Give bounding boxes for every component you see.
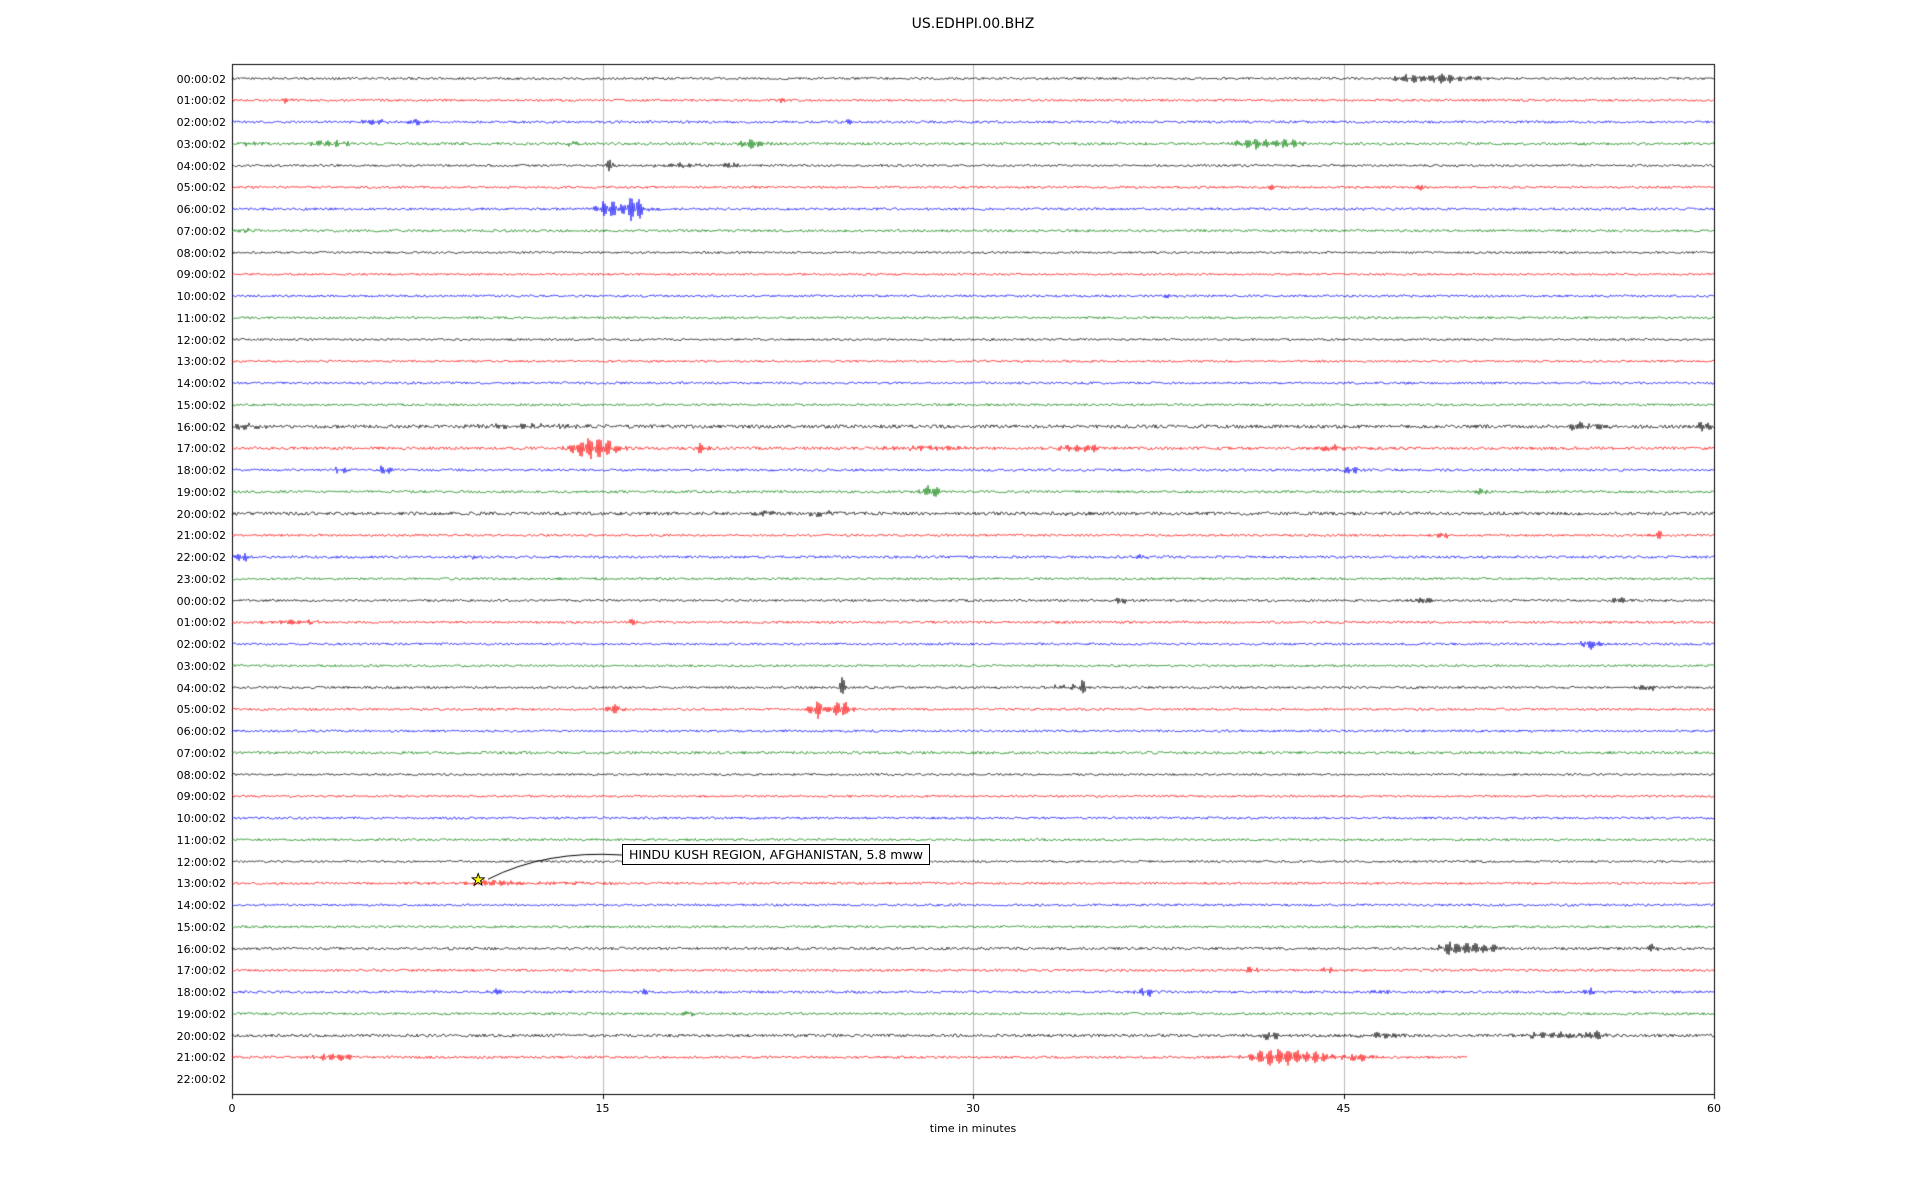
x-tick-label: 0 [228, 1102, 236, 1115]
row-label: 06:00:02 [176, 725, 226, 738]
row-label: 04:00:02 [176, 159, 226, 173]
row-label: 20:00:02 [176, 507, 226, 521]
event-annotation: HINDU KUSH REGION, AFGHANISTAN, 5.8 mww [622, 844, 930, 865]
row-label: 21:00:02 [176, 529, 226, 543]
row-label: 04:00:02 [176, 681, 226, 695]
row-label: 23:00:02 [176, 572, 226, 586]
row-label: 16:00:02 [176, 420, 226, 434]
row-label: 02:00:02 [176, 116, 226, 129]
row-label: 01:00:02 [176, 94, 226, 108]
row-label: 22:00:02 [176, 551, 226, 564]
row-label: 01:00:02 [176, 616, 226, 630]
row-label: 15:00:02 [176, 398, 226, 412]
row-label: 19:00:02 [176, 485, 226, 499]
x-tick-label: 60 [1707, 1102, 1721, 1115]
row-label: 18:00:02 [176, 464, 226, 477]
row-label: 20:00:02 [176, 1029, 226, 1043]
row-label: 11:00:02 [176, 833, 226, 847]
row-label: 07:00:02 [176, 746, 226, 760]
row-label: 21:00:02 [176, 1051, 226, 1065]
row-label: 13:00:02 [176, 877, 226, 891]
row-label: 17:00:02 [176, 442, 226, 456]
row-label: 00:00:02 [176, 594, 226, 608]
row-label: 09:00:02 [176, 268, 226, 282]
x-tick-label: 15 [595, 1102, 610, 1115]
row-label: 03:00:02 [176, 137, 226, 151]
row-label: 07:00:02 [176, 224, 226, 238]
row-label: 00:00:02 [176, 72, 226, 86]
row-label: 14:00:02 [176, 377, 226, 390]
row-label: 22:00:02 [176, 1073, 226, 1086]
row-label: 10:00:02 [176, 290, 226, 303]
row-label: 03:00:02 [176, 659, 226, 673]
event-star-marker: ★ [471, 870, 486, 890]
row-label: 13:00:02 [176, 355, 226, 369]
row-label: 08:00:02 [176, 768, 226, 782]
row-label: 12:00:02 [176, 333, 226, 347]
row-label: 08:00:02 [176, 246, 226, 260]
row-label: 06:00:02 [176, 203, 226, 216]
row-label: 18:00:02 [176, 986, 226, 999]
row-label: 11:00:02 [176, 311, 226, 325]
row-label: 12:00:02 [176, 855, 226, 869]
row-label: 15:00:02 [176, 920, 226, 934]
row-label: 14:00:02 [176, 899, 226, 912]
x-tick-label: 45 [1336, 1102, 1351, 1115]
row-label: 05:00:02 [176, 703, 226, 717]
row-label: 19:00:02 [176, 1007, 226, 1021]
x-axis-label: time in minutes [929, 1122, 1017, 1135]
row-label: 10:00:02 [176, 812, 226, 825]
row-label: 02:00:02 [176, 638, 226, 651]
row-label: 16:00:02 [176, 942, 226, 956]
row-label: 09:00:02 [176, 790, 226, 804]
row-label: 05:00:02 [176, 181, 226, 195]
row-label: 17:00:02 [176, 964, 226, 978]
x-tick-label: 30 [966, 1102, 980, 1115]
chart-title: US.EDHPI.00.BHZ [911, 16, 1035, 32]
